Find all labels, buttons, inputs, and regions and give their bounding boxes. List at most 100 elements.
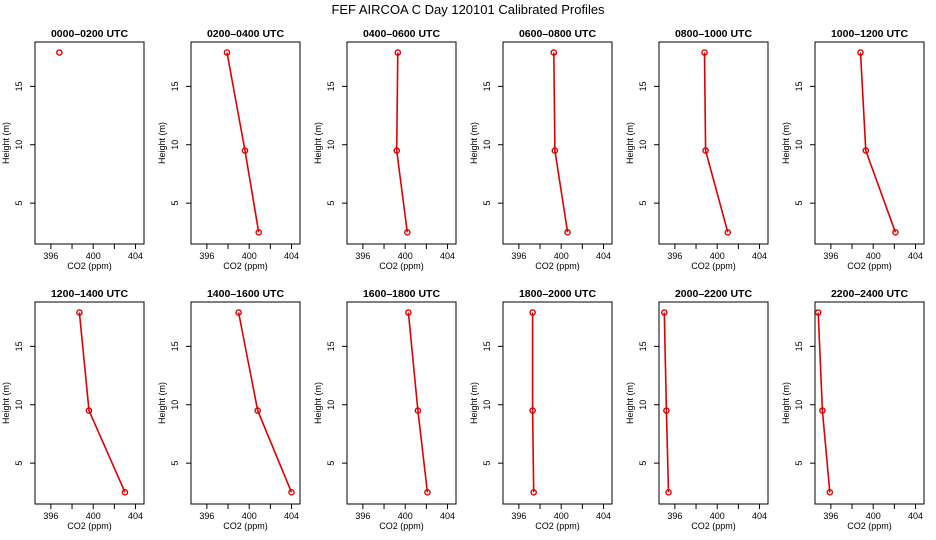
plot-frame bbox=[346, 301, 457, 505]
x-axis-label: CO2 (ppm) bbox=[691, 261, 736, 271]
plot-frame bbox=[502, 301, 613, 505]
y-tick-label: 10 bbox=[482, 400, 492, 410]
data-point bbox=[76, 309, 83, 316]
data-point bbox=[288, 489, 295, 496]
panel-title: 1400–1600 UTC bbox=[207, 288, 284, 300]
x-tick-label: 400 bbox=[710, 251, 725, 261]
y-tick-label: 5 bbox=[638, 461, 648, 466]
x-tick-label: 404 bbox=[440, 511, 455, 521]
y-tick-label: 5 bbox=[794, 461, 804, 466]
data-point bbox=[223, 49, 231, 56]
panel-12: 2200–2400 UTC 396 400 404 CO2 (ppm) 5 10 15 Heig… bbox=[781, 288, 925, 531]
x-tick-label: 400 bbox=[398, 511, 413, 521]
x-tick-label: 404 bbox=[284, 511, 299, 521]
series-line bbox=[859, 52, 897, 233]
y-axis-label: Height (m) bbox=[157, 122, 167, 164]
x-tick-label: 400 bbox=[242, 251, 257, 261]
y-tick-label: 10 bbox=[14, 400, 24, 410]
x-axis-label: CO2 (ppm) bbox=[535, 521, 580, 531]
x-tick-label: 396 bbox=[355, 251, 370, 261]
plot-frame bbox=[502, 41, 613, 245]
y-axis-label: Height (m) bbox=[1, 382, 11, 424]
x-axis-label: CO2 (ppm) bbox=[535, 261, 580, 271]
x-axis-label: CO2 (ppm) bbox=[847, 521, 892, 531]
series-line bbox=[817, 312, 831, 493]
data-point bbox=[405, 309, 412, 316]
y-tick-label: 15 bbox=[794, 81, 804, 91]
panel-title: 0600–0800 UTC bbox=[519, 28, 596, 40]
data-point bbox=[414, 407, 422, 414]
series-line bbox=[395, 52, 409, 233]
x-axis-label: CO2 (ppm) bbox=[379, 261, 424, 271]
y-tick-label: 10 bbox=[794, 400, 804, 410]
panel-title: 0000–0200 UTC bbox=[51, 28, 128, 40]
data-point bbox=[529, 407, 536, 414]
series-line bbox=[663, 312, 670, 493]
x-tick-label: 400 bbox=[86, 511, 101, 521]
y-axis-label: Height (m) bbox=[625, 382, 635, 424]
y-tick-label: 15 bbox=[482, 341, 492, 351]
panel-title: 1800–2000 UTC bbox=[519, 288, 596, 300]
y-tick-label: 10 bbox=[326, 400, 336, 410]
panel-8: 1400–1600 UTC 396 400 404 CO2 (ppm) 5 10 15 Heig… bbox=[157, 288, 301, 531]
y-tick-label: 5 bbox=[170, 201, 180, 206]
y-tick-label: 5 bbox=[14, 201, 24, 206]
data-point bbox=[254, 407, 261, 414]
y-axis-label: Height (m) bbox=[313, 382, 323, 424]
x-tick-label: 396 bbox=[511, 511, 526, 521]
data-point bbox=[56, 49, 63, 56]
data-point bbox=[826, 489, 834, 496]
y-axis-label: Height (m) bbox=[625, 122, 635, 164]
y-axis-label: Height (m) bbox=[1, 122, 11, 164]
x-tick-label: 396 bbox=[823, 251, 838, 261]
x-tick-label: 396 bbox=[43, 251, 58, 261]
y-axis-label: Height (m) bbox=[781, 382, 791, 424]
data-point bbox=[241, 147, 249, 154]
x-tick-label: 404 bbox=[128, 511, 143, 521]
x-axis-label: CO2 (ppm) bbox=[691, 521, 736, 531]
y-axis-label: Height (m) bbox=[781, 122, 791, 164]
panel-title: 0200–0400 UTC bbox=[207, 28, 284, 40]
data-point bbox=[530, 489, 537, 496]
x-axis-label: CO2 (ppm) bbox=[379, 521, 424, 531]
y-tick-label: 15 bbox=[170, 341, 180, 351]
x-tick-label: 400 bbox=[86, 251, 101, 261]
x-tick-label: 396 bbox=[199, 511, 214, 521]
data-point bbox=[550, 49, 558, 56]
x-tick-label: 404 bbox=[908, 511, 923, 521]
x-axis-label: CO2 (ppm) bbox=[67, 261, 112, 271]
y-tick-label: 15 bbox=[170, 81, 180, 91]
x-tick-label: 400 bbox=[866, 511, 881, 521]
panel-title: 2000–2200 UTC bbox=[675, 288, 752, 300]
data-point bbox=[529, 309, 536, 316]
plot-frame bbox=[814, 301, 925, 505]
data-point bbox=[665, 489, 672, 496]
panel-2: 0200–0400 UTC 396 400 404 CO2 (ppm) 5 10 15 Heig… bbox=[157, 28, 301, 271]
x-axis-label: CO2 (ppm) bbox=[223, 261, 268, 271]
x-tick-label: 400 bbox=[866, 251, 881, 261]
panel-9: 1600–1800 UTC 396 400 404 CO2 (ppm) 5 10 15 Heig… bbox=[313, 288, 457, 531]
y-tick-label: 15 bbox=[638, 341, 648, 351]
x-tick-label: 404 bbox=[908, 251, 923, 261]
panel-1: 0000–0200 UTC 396 400 404 CO2 (ppm) 5 10 15 Heig… bbox=[1, 28, 145, 271]
panel-title: 1000–1200 UTC bbox=[831, 28, 908, 40]
data-point bbox=[819, 407, 826, 414]
x-tick-label: 400 bbox=[398, 251, 413, 261]
data-point bbox=[85, 407, 93, 414]
panel-3: 0400–0600 UTC 396 400 404 CO2 (ppm) 5 10 15 Heig… bbox=[313, 28, 457, 271]
y-tick-label: 15 bbox=[14, 341, 24, 351]
x-tick-label: 396 bbox=[355, 511, 370, 521]
series-line bbox=[553, 52, 569, 233]
y-tick-label: 10 bbox=[482, 140, 492, 150]
x-tick-label: 400 bbox=[710, 511, 725, 521]
data-point bbox=[701, 49, 708, 56]
y-tick-label: 5 bbox=[170, 461, 180, 466]
y-tick-label: 10 bbox=[170, 140, 180, 150]
y-axis-label: Height (m) bbox=[157, 382, 167, 424]
y-tick-label: 5 bbox=[14, 461, 24, 466]
y-tick-label: 15 bbox=[482, 81, 492, 91]
plot-frame bbox=[34, 41, 145, 245]
x-axis-label: CO2 (ppm) bbox=[223, 521, 268, 531]
data-point bbox=[393, 147, 401, 154]
